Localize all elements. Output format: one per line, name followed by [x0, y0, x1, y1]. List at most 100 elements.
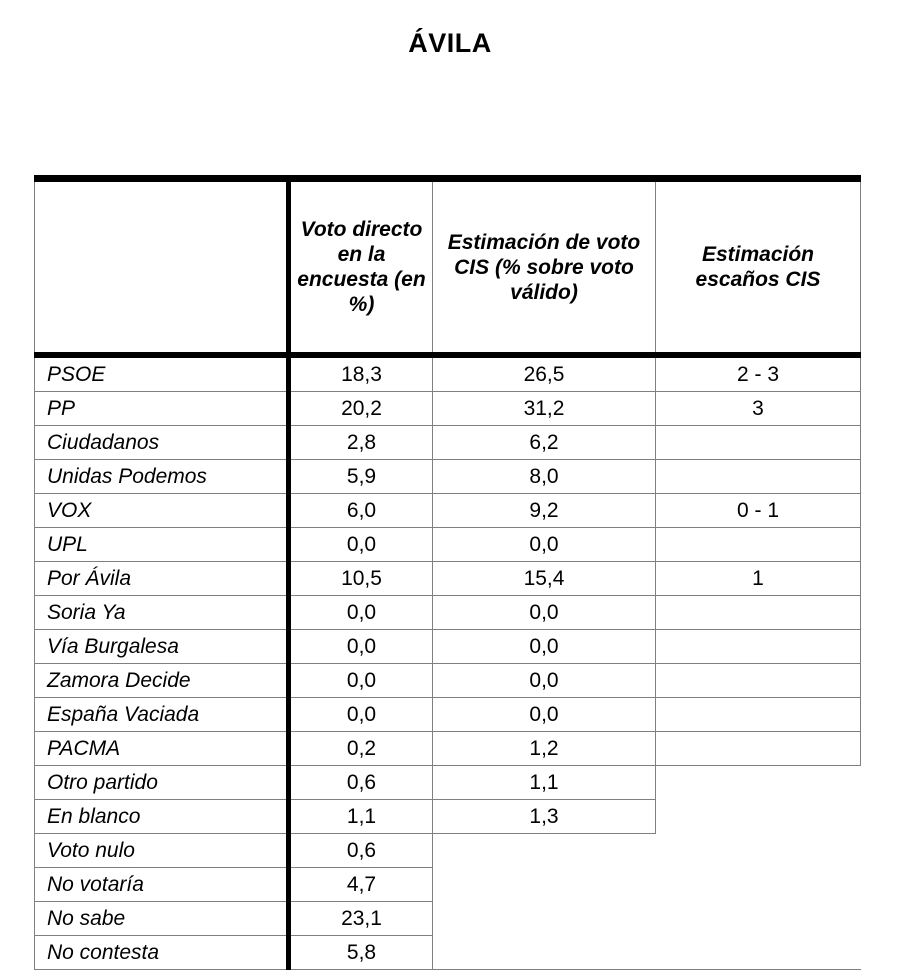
table-cell-voto-directo: 5,8 [288, 935, 433, 970]
table-row: UPL 0,0 0,0 [34, 527, 861, 562]
table-cell-party: PSOE [34, 354, 291, 392]
table-row: Otro partido 0,6 1,1 [34, 765, 861, 800]
table-row: Voto nulo 0,6 [34, 833, 861, 868]
table-cell-estimacion-voto: 31,2 [432, 391, 656, 426]
table-cell-voto-directo: 1,1 [288, 799, 433, 834]
table-row: VOX 6,0 9,2 0 - 1 [34, 493, 861, 528]
table-cell-voto-directo: 20,2 [288, 391, 433, 426]
table-row: Unidas Podemos 5,9 8,0 [34, 459, 861, 494]
table-cell-estimacion-voto: 8,0 [432, 459, 656, 494]
table-cell-voto-directo: 0,2 [288, 731, 433, 766]
table-cell-estimacion-escanos [656, 766, 861, 800]
table-row: No votaría 4,7 [34, 867, 861, 902]
column-header-party [34, 175, 291, 358]
table-row: PSOE 18,3 26,5 2 - 3 [34, 354, 861, 392]
table-cell-party: Voto nulo [34, 833, 291, 868]
table-cell-estimacion-escanos [655, 629, 861, 664]
table-cell-party: Por Ávila [34, 561, 291, 596]
table-cell-estimacion-escanos [656, 800, 861, 834]
table-cell-voto-directo: 0,0 [288, 663, 433, 698]
table-cell-party: No votaría [34, 867, 291, 902]
table-cell-party: No contesta [34, 935, 291, 970]
table-cell-party: En blanco [34, 799, 291, 834]
table-cell-party: Otro partido [34, 765, 291, 800]
table-body: PSOE 18,3 26,5 2 - 3 PP 20,2 31,2 3 Ciudadanos 2,… [34, 354, 861, 970]
table-row: PP 20,2 31,2 3 [34, 391, 861, 426]
table-cell-estimacion-voto: 6,2 [432, 425, 656, 460]
table-cell-voto-directo: 18,3 [288, 354, 433, 392]
table-cell-estimacion-escanos [655, 527, 861, 562]
table-cell-estimacion-voto [432, 935, 656, 970]
table-cell-estimacion-escanos [656, 902, 861, 936]
table-cell-estimacion-escanos [656, 868, 861, 902]
table-cell-estimacion-escanos [655, 595, 861, 630]
table-cell-party: No sabe [34, 901, 291, 936]
table-cell-estimacion-voto: 9,2 [432, 493, 656, 528]
table-cell-party: Vía Burgalesa [34, 629, 291, 664]
table-cell-estimacion-voto: 0,0 [432, 697, 656, 732]
table-cell-party: UPL [34, 527, 291, 562]
table-cell-voto-directo: 0,0 [288, 629, 433, 664]
table-header-row: Voto directo en la encuesta (en %) Estim… [34, 175, 861, 358]
table-cell-estimacion-voto [433, 868, 656, 902]
table-cell-voto-directo: 4,7 [288, 867, 433, 902]
table-cell-estimacion-escanos: 1 [655, 561, 861, 596]
table-row: Por Ávila 10,5 15,4 1 [34, 561, 861, 596]
table-cell-estimacion-escanos [655, 697, 861, 732]
table-cell-voto-directo: 10,5 [288, 561, 433, 596]
table-cell-estimacion-escanos [655, 935, 861, 970]
table-cell-party: Unidas Podemos [34, 459, 291, 494]
table-row: En blanco 1,1 1,3 [34, 799, 861, 834]
table-cell-estimacion-voto: 0,0 [432, 663, 656, 698]
column-header-voto-directo: Voto directo en la encuesta (en %) [288, 175, 433, 358]
table-cell-party: Ciudadanos [34, 425, 291, 460]
table-row: España Vaciada 0,0 0,0 [34, 697, 861, 732]
table-cell-party: VOX [34, 493, 291, 528]
table-cell-estimacion-escanos: 0 - 1 [655, 493, 861, 528]
table-cell-voto-directo: 0,6 [288, 765, 433, 800]
table-row: Ciudadanos 2,8 6,2 [34, 425, 861, 460]
table-cell-voto-directo: 2,8 [288, 425, 433, 460]
table-cell-party: España Vaciada [34, 697, 291, 732]
table-cell-estimacion-voto: 0,0 [432, 629, 656, 664]
table-cell-voto-directo: 0,6 [288, 833, 433, 868]
table-cell-voto-directo: 23,1 [288, 901, 433, 936]
table-cell-voto-directo: 5,9 [288, 459, 433, 494]
table-row: Soria Ya 0,0 0,0 [34, 595, 861, 630]
table-cell-estimacion-escanos [656, 834, 861, 868]
table-cell-estimacion-escanos [655, 459, 861, 494]
table-cell-estimacion-escanos [655, 731, 861, 766]
column-header-estimacion-escanos: Estimación escaños CIS [655, 175, 861, 358]
page-title: ÁVILA [408, 28, 492, 58]
table-cell-party: Zamora Decide [34, 663, 291, 698]
table-cell-estimacion-voto: 0,0 [432, 527, 656, 562]
table-header: Voto directo en la encuesta (en %) Estim… [34, 175, 861, 358]
table-cell-estimacion-escanos [655, 425, 861, 460]
table-cell-voto-directo: 0,0 [288, 595, 433, 630]
table-row: Vía Burgalesa 0,0 0,0 [34, 629, 861, 664]
table-row: No sabe 23,1 [34, 901, 861, 936]
table-cell-estimacion-voto: 1,3 [432, 799, 656, 834]
table-cell-estimacion-voto: 1,1 [432, 765, 656, 800]
table-row: PACMA 0,2 1,2 [34, 731, 861, 766]
poll-table-container: Voto directo en la encuesta (en %) Estim… [34, 175, 861, 970]
table-cell-estimacion-voto [433, 902, 656, 936]
table-cell-party: Soria Ya [34, 595, 291, 630]
table-cell-estimacion-voto: 1,2 [432, 731, 656, 766]
table-cell-voto-directo: 0,0 [288, 527, 433, 562]
table-row: Zamora Decide 0,0 0,0 [34, 663, 861, 698]
table-cell-estimacion-voto: 0,0 [432, 595, 656, 630]
table-cell-voto-directo: 6,0 [288, 493, 433, 528]
table-cell-estimacion-voto [433, 834, 656, 868]
column-header-estimacion-voto: Estimación de voto CIS (% sobre voto vál… [432, 175, 656, 358]
table-cell-party: PACMA [34, 731, 291, 766]
table-row: No contesta 5,8 [34, 935, 861, 970]
table-cell-estimacion-voto: 15,4 [432, 561, 656, 596]
table-cell-estimacion-escanos [655, 663, 861, 698]
table-cell-estimacion-escanos: 3 [655, 391, 861, 426]
table-cell-estimacion-escanos: 2 - 3 [655, 354, 861, 392]
table-cell-estimacion-voto: 26,5 [432, 354, 656, 392]
poll-results-table: Voto directo en la encuesta (en %) Estim… [34, 175, 861, 970]
table-cell-party: PP [34, 391, 291, 426]
table-cell-voto-directo: 0,0 [288, 697, 433, 732]
